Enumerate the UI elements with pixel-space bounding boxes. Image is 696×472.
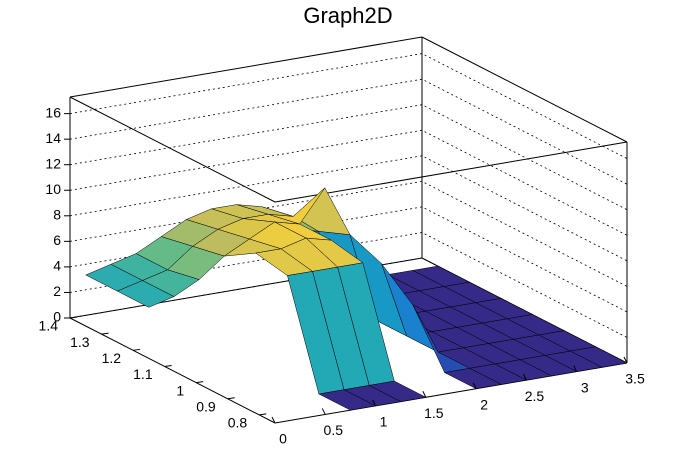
- grid-line: [69, 206, 628, 313]
- grid-line: [69, 180, 628, 287]
- y-tick-label: 1.3: [70, 334, 90, 350]
- x-tick-label: 0: [279, 431, 287, 447]
- grid-line: [69, 78, 628, 185]
- z-tick-label: 6: [53, 232, 61, 248]
- y-tick: [227, 397, 235, 400]
- x-tick-label: 1.5: [424, 405, 444, 421]
- x-tick: [472, 382, 477, 389]
- x-tick-label: 3: [581, 379, 589, 395]
- surface-cell: [116, 280, 175, 308]
- y-tick: [164, 364, 172, 367]
- grid-line: [69, 232, 628, 338]
- chart-title: Graph2D: [303, 3, 392, 28]
- grid-line: [69, 129, 628, 236]
- z-tick-label: 0: [53, 309, 61, 325]
- x-tick: [372, 399, 377, 407]
- y-tick-label: 1.2: [102, 350, 122, 366]
- x-tick: [573, 365, 578, 372]
- x-tick: [271, 416, 276, 424]
- x-tick-label: 2: [480, 396, 488, 412]
- grid-line: [69, 155, 628, 262]
- x-tick: [522, 373, 527, 381]
- z-tick-label: 12: [45, 155, 61, 171]
- x-tick-label: 2.5: [525, 388, 545, 404]
- x-tick-label: 1: [380, 414, 388, 430]
- y-tick-label: 0.9: [196, 398, 216, 414]
- y-tick: [133, 348, 141, 351]
- y-tick: [259, 413, 267, 416]
- box-edge: [69, 317, 276, 424]
- surface-cell: [443, 368, 503, 389]
- x-tick-label: 3.5: [625, 371, 645, 387]
- box-edge: [274, 141, 628, 203]
- y-tick: [101, 332, 109, 335]
- grid-line: [69, 104, 628, 211]
- z-tick-label: 10: [45, 181, 61, 197]
- surface-cell: [318, 389, 377, 411]
- box-edge: [69, 96, 276, 203]
- y-tick-label: 1: [176, 382, 184, 398]
- x-tick: [623, 356, 628, 364]
- y-tick-label: 1.1: [133, 366, 153, 382]
- y-tick: [69, 316, 78, 319]
- box-edge: [421, 36, 628, 143]
- z-tick-label: 4: [53, 258, 61, 274]
- z-tick-label: 14: [45, 130, 61, 146]
- y-tick-label: 0.8: [228, 415, 248, 431]
- box-edge: [69, 36, 423, 98]
- x-tick: [321, 408, 326, 415]
- y-tick-label: 1.4: [39, 318, 59, 334]
- z-tick-label: 2: [53, 283, 61, 299]
- grid-line: [69, 53, 628, 159]
- z-tick-label: 8: [53, 207, 61, 223]
- x-tick-label: 0.5: [324, 422, 344, 438]
- z-tick-label: 16: [45, 104, 61, 120]
- y-tick: [196, 381, 204, 384]
- x-tick: [422, 391, 427, 398]
